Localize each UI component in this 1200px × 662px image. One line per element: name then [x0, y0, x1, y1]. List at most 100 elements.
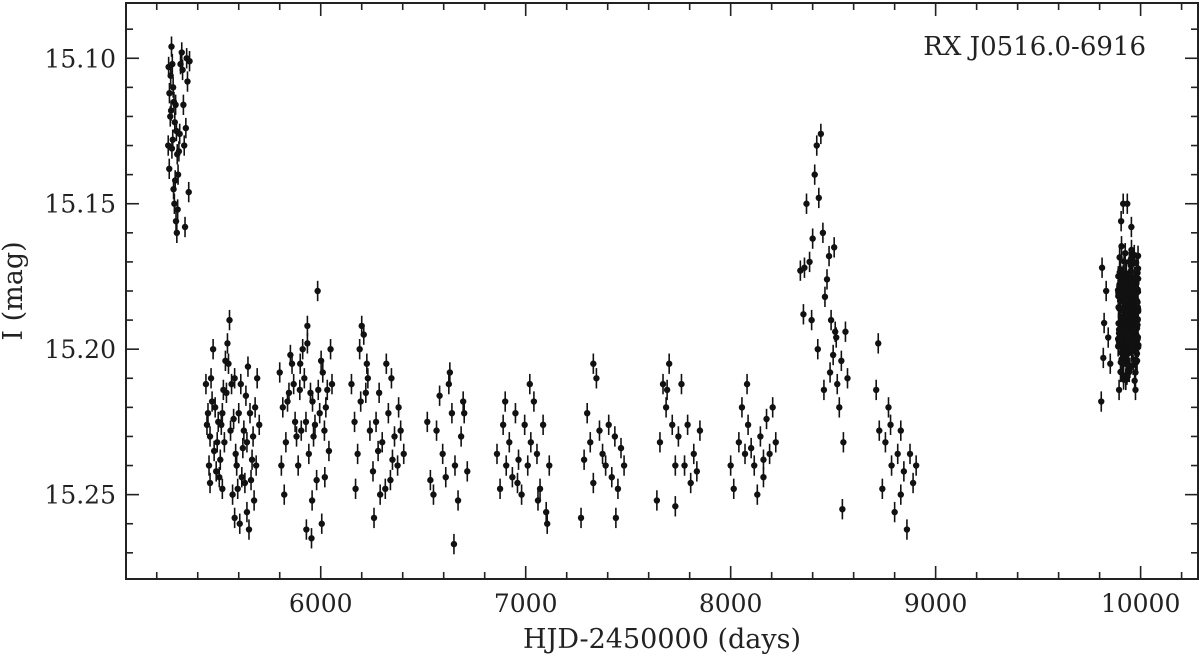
data-point — [620, 455, 628, 476]
data-point — [433, 420, 440, 441]
point-marker — [250, 497, 258, 504]
point-marker — [325, 447, 333, 455]
data-point — [321, 467, 329, 488]
data-point — [808, 309, 815, 331]
point-marker — [839, 505, 846, 513]
data-point — [182, 117, 190, 139]
point-marker — [324, 386, 331, 394]
data-point — [240, 420, 248, 441]
point-marker — [287, 351, 294, 359]
data-point — [222, 350, 229, 371]
data-point — [819, 222, 827, 243]
data-point — [493, 443, 501, 465]
point-marker — [872, 386, 880, 394]
data-point — [219, 478, 226, 499]
data-point — [351, 411, 358, 433]
data-point — [894, 443, 901, 465]
point-marker — [240, 427, 248, 434]
data-point — [1098, 391, 1105, 412]
data-point — [169, 129, 176, 150]
data-point — [180, 94, 187, 115]
data-point — [309, 391, 316, 412]
data-point — [436, 385, 443, 406]
data-point — [445, 373, 453, 395]
data-point — [656, 432, 664, 453]
data-point — [362, 382, 370, 403]
data-point — [324, 379, 331, 401]
data-point — [358, 315, 365, 337]
point-marker — [493, 450, 501, 458]
point-marker — [760, 456, 767, 463]
data-point — [464, 461, 471, 482]
data-point — [596, 420, 603, 441]
data-point — [827, 309, 835, 331]
data-point — [801, 257, 808, 278]
data-point — [317, 350, 325, 371]
data-point — [450, 533, 458, 555]
data-point — [211, 397, 219, 418]
data-point — [206, 472, 214, 494]
point-marker — [351, 418, 358, 426]
data-point — [375, 382, 383, 403]
point-marker — [285, 389, 293, 397]
point-marker — [909, 479, 917, 487]
point-marker — [1118, 277, 1125, 284]
data-point — [830, 237, 838, 258]
point-marker — [207, 375, 215, 382]
data-point — [357, 391, 364, 412]
data-point — [602, 455, 609, 476]
data-point — [662, 397, 670, 418]
data-point — [672, 496, 679, 517]
data-point — [499, 414, 507, 435]
point-marker — [290, 380, 297, 388]
data-point — [178, 42, 185, 63]
data-point — [1120, 366, 1127, 387]
point-marker — [803, 200, 810, 207]
data-point — [237, 373, 244, 395]
point-marker — [231, 375, 238, 382]
data-point — [229, 484, 236, 505]
point-marker — [318, 520, 325, 527]
point-marker — [836, 404, 843, 411]
point-marker — [506, 439, 513, 446]
data-point — [503, 455, 510, 476]
data-point — [530, 391, 538, 412]
point-marker — [387, 476, 394, 484]
data-point — [448, 403, 456, 424]
point-marker — [181, 142, 188, 149]
data-point — [744, 414, 752, 435]
point-marker — [314, 287, 321, 295]
point-marker — [296, 386, 304, 394]
point-marker — [1120, 258, 1128, 265]
point-marker — [248, 456, 256, 463]
data-point — [233, 455, 240, 476]
x-tick-label: 8000 — [699, 589, 763, 618]
point-marker — [174, 206, 181, 213]
data-point — [514, 472, 521, 494]
data-point — [204, 403, 212, 424]
point-marker — [186, 57, 193, 65]
y-tick-labels: 15.10 15.15 15.20 15.25 — [44, 44, 116, 509]
point-marker — [389, 456, 396, 463]
data-point — [282, 432, 290, 453]
point-marker — [321, 427, 328, 434]
data-point — [803, 193, 810, 214]
data-point — [231, 507, 238, 529]
point-marker — [169, 84, 177, 91]
point-marker — [171, 177, 179, 184]
point-marker — [530, 398, 538, 405]
point-marker — [298, 427, 305, 434]
data-point — [815, 187, 823, 209]
data-point — [243, 432, 251, 453]
point-marker — [663, 386, 671, 394]
point-marker — [813, 142, 820, 149]
data-point — [369, 461, 377, 482]
data-point — [315, 379, 322, 401]
y-axis-label: I (mag) — [0, 241, 29, 340]
point-marker — [817, 130, 825, 138]
data-point — [1128, 274, 1135, 296]
data-point — [1098, 257, 1106, 278]
data-point — [839, 499, 846, 520]
point-marker — [672, 503, 679, 510]
point-marker — [815, 194, 823, 202]
